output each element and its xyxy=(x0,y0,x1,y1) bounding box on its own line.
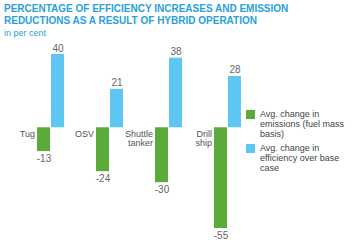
html-text:Avg. change in emissions (fuel: Avg. change in emissions (fuel mass basi… xyxy=(260,109,344,139)
svg-text:40: 40 xyxy=(52,43,64,54)
svg-text:Shuttletanker: Shuttletanker xyxy=(125,129,153,148)
svg-text:-24: -24 xyxy=(96,173,111,184)
html-text:Avg. change in efficiency over: Avg. change in efficiency over base case xyxy=(260,143,340,173)
html-text:PERCENTAGE OF EFFICIENCY INCRE: PERCENTAGE OF EFFICIENCY INCREASES AND E… xyxy=(4,3,289,26)
svg-text:-30: -30 xyxy=(155,184,170,195)
svg-text:OSV: OSV xyxy=(75,129,94,139)
svg-text:-13: -13 xyxy=(37,153,52,164)
svg-text:21: 21 xyxy=(111,77,123,88)
svg-text:Drillship: Drillship xyxy=(195,129,212,148)
html-text:in per cent: in per cent xyxy=(4,28,46,38)
svg-text:-55: -55 xyxy=(214,230,229,241)
svg-text:38: 38 xyxy=(170,46,182,57)
svg-text:28: 28 xyxy=(229,64,241,75)
svg-text:Tug: Tug xyxy=(20,129,35,139)
